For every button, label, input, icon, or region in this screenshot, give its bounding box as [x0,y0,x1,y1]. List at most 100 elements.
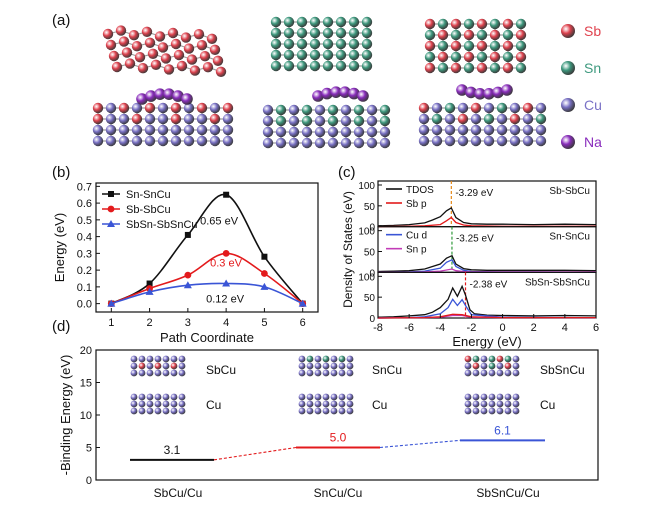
data-point [183,281,192,289]
cu-atom [275,137,287,149]
sb-atom [502,62,514,74]
cu-atom [504,369,512,377]
cu-atom [170,369,178,377]
cu-atom [444,135,456,147]
cu-atom [322,393,330,401]
cu-atom [522,124,534,136]
cu-atom [509,124,521,136]
cu-atom [509,135,521,147]
sn-atom [561,61,575,75]
na-atom [330,86,342,98]
cu-atom [154,400,162,408]
cu-atom [118,124,130,136]
y-axis-label: -Binding Energy (eV) [58,355,73,476]
cu-atom [464,407,472,415]
sb-atom [215,66,227,78]
sb-atom [418,102,430,114]
legend-label: Sn-SnCu [126,189,171,201]
sn-atom [437,18,449,30]
x-tick-label: -6 [404,322,414,334]
na-atom [561,135,575,149]
cu-atom [418,124,430,136]
series-line-2 [111,282,304,305]
sb-atom [183,43,195,54]
y-tick-label: 0 [369,223,375,234]
atom-slab [262,104,391,149]
cu-atom [170,135,182,147]
cu-atom [275,126,287,138]
cu-atom [496,113,508,125]
sb-atom [144,37,156,48]
structure-label-bottom-2: Cu [540,398,555,412]
cu-atom [196,113,208,125]
y-tick-label: 5 [86,443,92,455]
sn-atom [361,60,373,72]
sn-atom [488,355,496,363]
cu-atom [183,113,195,125]
cu-atom [262,104,274,116]
sn-atom [327,104,339,116]
cu-atom [488,407,496,415]
sn-atom [275,115,287,127]
data-point [222,249,230,257]
sn-atom [309,60,321,72]
sn-atom [270,27,282,39]
cu-atom [157,124,169,136]
atom-slab [270,16,373,72]
na-atom [312,90,324,102]
cu-atom [509,102,521,114]
cu-atom [340,126,352,138]
sb-atom [115,25,127,36]
cu-atom [480,407,488,415]
cu-atom [472,407,480,415]
cu-atom [306,407,314,415]
cu-atom [444,124,456,136]
sn-atom [502,29,514,41]
legend-label-sb: Sb [584,23,601,39]
sn-atom [322,27,334,39]
sb-atom [176,60,188,72]
cu-atom [138,393,146,401]
sn-atom [301,115,313,127]
sb-atom [196,102,208,114]
series-line-1 [111,252,304,305]
sn-atom [361,27,373,39]
cu-atom [131,102,143,114]
cu-atom [340,104,352,116]
sb-atom [212,55,224,66]
cu-atom [162,393,170,401]
cu-atom [496,393,504,401]
panel-label-a: (a) [52,12,70,29]
cu-atom [418,135,430,147]
sn-atom [322,355,330,363]
cu-atom [346,355,354,363]
sn-atom [335,60,347,72]
na-atom [321,87,333,100]
sb-atom [463,29,475,41]
sb-atom [128,30,140,41]
sb-atom [476,18,488,30]
sn-atom [348,27,360,39]
cu-atom [340,115,352,127]
sb-atom [522,102,534,114]
cu-atom [306,369,314,377]
dos-curve-1 [377,298,597,319]
na-atom [456,84,468,96]
sn-atom [437,40,449,52]
legend-label: SbSn-SbSnCu [126,219,198,231]
sb-atom [489,51,501,63]
structure-label-bottom-1: Cu [372,398,387,412]
cu-atom [154,355,162,363]
sb-atom [464,355,472,363]
na-atom [483,88,495,100]
cu-atom [222,135,234,147]
value-label-0: 3.1 [164,443,181,457]
cu-atom [512,355,520,363]
sn-atom [489,40,501,52]
sn-atom [353,115,365,127]
sn-atom [348,49,360,61]
cu-atom [162,369,170,377]
sn-atom [463,40,475,52]
cu-atom [483,135,495,147]
sb-atom [209,44,221,55]
